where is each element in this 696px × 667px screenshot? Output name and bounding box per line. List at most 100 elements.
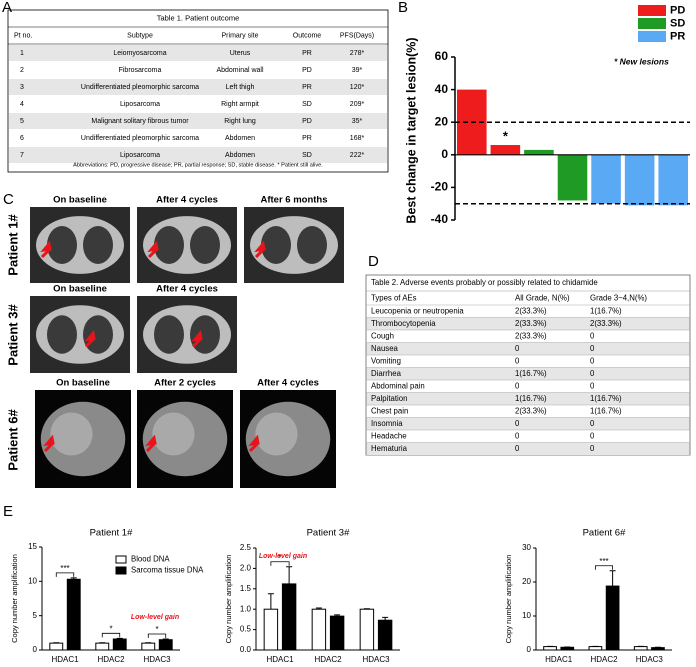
- table-cell: 209*: [350, 101, 365, 108]
- error-bar: [334, 614, 341, 617]
- y-tick-label: 30: [522, 543, 531, 552]
- table-header: Types of AEs: [371, 294, 417, 303]
- ct-lung: [83, 226, 113, 264]
- arrow: [84, 330, 96, 348]
- table-cell: 0: [590, 444, 595, 453]
- table-cell: 3: [20, 84, 24, 91]
- y-axis-label: Copy number amplification: [504, 555, 513, 644]
- significance-label: ***: [599, 557, 608, 566]
- table-cell: Vomiting: [371, 357, 401, 366]
- y-tick-label: 40: [435, 82, 449, 96]
- arrow: [254, 240, 266, 259]
- table-cell: Uterus: [230, 50, 251, 57]
- y-tick-label: 0.5: [240, 625, 252, 634]
- legend-swatch: [115, 566, 127, 575]
- ct-lung: [190, 226, 220, 264]
- legend-swatch: [638, 5, 666, 16]
- bar: [359, 608, 375, 651]
- table-cell: Diarrhea: [371, 369, 402, 378]
- legend-note: * New lesions: [614, 56, 669, 66]
- table-cell: Malignant solitary fibrous tumor: [91, 118, 189, 125]
- table-cell: 2: [20, 67, 24, 74]
- y-tick-label: 60: [435, 49, 449, 63]
- significance-label: *: [109, 624, 112, 633]
- y-tick-label: 10: [28, 576, 37, 585]
- y-tick-label: -20: [431, 180, 449, 194]
- table-cell: 0: [590, 357, 595, 366]
- bar: [329, 615, 345, 651]
- table-cell: 0: [515, 444, 520, 453]
- x-tick-label: HDAC1: [51, 655, 79, 664]
- y-tick-label: 1.5: [240, 584, 252, 593]
- error-bar: [315, 607, 322, 610]
- table-cell: Right armpit: [221, 101, 259, 108]
- timepoint-label: After 4 cycles: [257, 378, 319, 389]
- ct-mass: [50, 412, 93, 456]
- y-tick-label: 1.0: [240, 604, 252, 613]
- bar: [490, 145, 521, 155]
- timepoint-label: After 4 cycles: [156, 195, 218, 206]
- row-shade: [366, 342, 690, 355]
- row-shade: [366, 442, 690, 455]
- error-bar: [162, 638, 169, 640]
- timepoint-label: On baseline: [53, 284, 107, 295]
- bar: [588, 646, 603, 651]
- table-cell: 222*: [350, 152, 365, 159]
- table-title: Table 1. Patient outcome: [157, 13, 240, 22]
- table-cell: Leucopenia or neutropenia: [371, 307, 464, 316]
- table-cell: PR: [302, 50, 312, 57]
- table-cell: 2(33.3%): [515, 332, 547, 341]
- y-axis-label: Copy number amplification: [10, 554, 19, 643]
- y-tick-label: 20: [435, 114, 449, 128]
- timepoint-label: On baseline: [56, 378, 110, 389]
- table-cell: Abdomen: [225, 152, 255, 159]
- significance-bracket: [101, 632, 121, 638]
- table-cell: 6: [20, 135, 24, 142]
- ct-mass: [255, 412, 298, 456]
- table-cell: 278*: [350, 50, 365, 57]
- bar: [263, 608, 279, 651]
- timepoint-label: After 2 cycles: [154, 378, 216, 389]
- bar: [651, 647, 665, 651]
- y-axis-label: Copy number amplification: [224, 555, 233, 644]
- bar: [158, 639, 173, 651]
- table-cell: Headache: [371, 432, 407, 441]
- ct-lung: [83, 315, 113, 354]
- bar: [633, 646, 648, 651]
- table-cell: Thrombocytopenia: [371, 319, 436, 328]
- panel-letter: D: [368, 253, 379, 270]
- bar: [66, 578, 81, 651]
- table-cell: 2(33.3%): [515, 307, 547, 316]
- row-shade: [9, 113, 387, 129]
- table-cell: Right lung: [224, 118, 256, 125]
- ct-lung: [154, 315, 184, 354]
- x-tick-label: HDAC2: [590, 655, 618, 664]
- legend-label: Sarcoma tissue DNA: [131, 566, 204, 575]
- row-shade: [9, 79, 387, 95]
- legend-label: SD: [670, 17, 685, 29]
- table-cell: Chest pain: [371, 407, 408, 416]
- table-cell: 0: [515, 382, 520, 391]
- table-cell: SD: [302, 152, 312, 159]
- x-tick-label: HDAC2: [314, 655, 342, 664]
- bar: [281, 583, 297, 651]
- annotation: Low-level gain: [131, 614, 179, 621]
- y-tick-label: 20: [522, 577, 531, 586]
- row-shade: [9, 147, 387, 163]
- bar: [112, 638, 127, 651]
- error-bar: [286, 566, 293, 584]
- bar: [605, 585, 620, 651]
- table-cell: 1(16.7%): [590, 394, 622, 403]
- table-cell: 0: [515, 432, 520, 441]
- table-cell: 1(16.7%): [590, 307, 622, 316]
- legend-swatch: [638, 31, 666, 42]
- table-header: Pt no.: [14, 32, 32, 39]
- bar: [658, 154, 688, 206]
- table-cell: PR: [302, 84, 312, 91]
- table-cell: 35*: [352, 118, 363, 125]
- table-cell: 5: [20, 118, 24, 125]
- x-tick-label: HDAC1: [266, 655, 294, 664]
- table-cell: 1: [20, 50, 24, 57]
- table-cell: 1(16.7%): [515, 394, 547, 403]
- bar: [524, 149, 554, 155]
